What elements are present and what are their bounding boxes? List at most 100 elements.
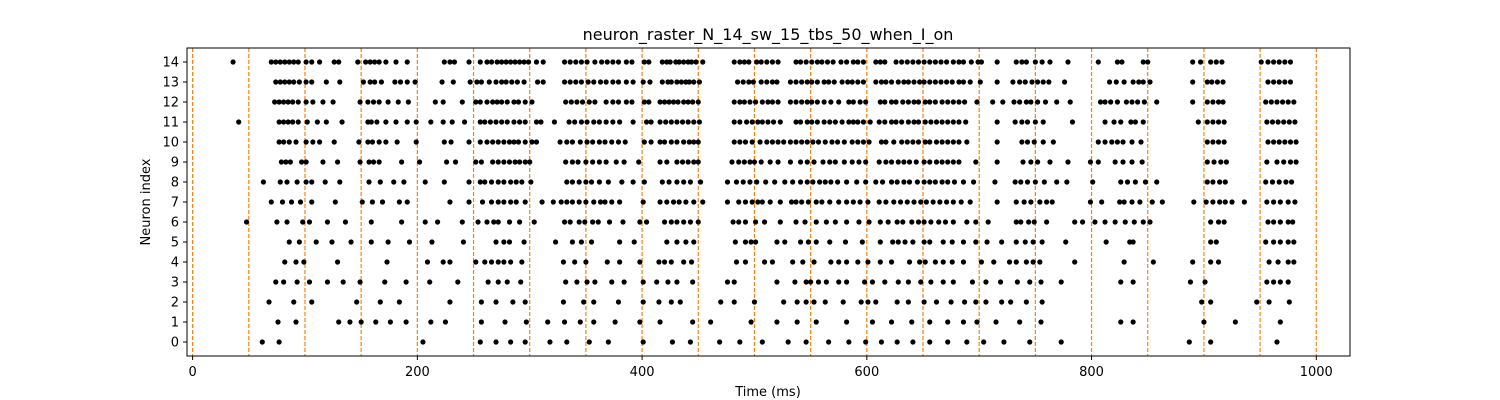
spike-point (395, 99, 401, 105)
spike-point (1044, 219, 1050, 225)
spike-point (793, 59, 799, 65)
spike-point (939, 99, 945, 105)
spike-point (1203, 199, 1209, 205)
spike-point (668, 299, 674, 305)
spike-point (1054, 99, 1060, 105)
spike-point (442, 319, 449, 325)
spike-point (603, 119, 609, 125)
spike-point (303, 159, 309, 165)
spike-point (974, 99, 980, 105)
spike-point (569, 179, 576, 185)
spike-point (742, 199, 749, 205)
spike-point (906, 179, 913, 185)
spike-point (527, 159, 533, 165)
spike-point (1269, 119, 1276, 125)
spike-point (441, 59, 447, 65)
spike-point (359, 199, 365, 205)
spike-point (973, 299, 979, 305)
spike-point (281, 139, 287, 145)
spike-point (843, 59, 850, 65)
spike-point (891, 199, 897, 205)
spike-point (970, 179, 977, 185)
spike-point (842, 239, 849, 245)
spike-point (629, 99, 635, 105)
spike-point (569, 159, 576, 165)
spike-point (794, 319, 800, 325)
spike-point (309, 199, 315, 205)
spike-point (1281, 119, 1287, 125)
spike-point (964, 219, 970, 225)
spike-point (495, 199, 501, 205)
spike-point (932, 99, 938, 105)
spike-point (793, 119, 799, 125)
spike-point (466, 139, 472, 145)
spike-point (282, 79, 288, 85)
spike-point (1049, 199, 1055, 205)
spike-point (748, 319, 754, 325)
spike-point (1138, 139, 1144, 145)
spike-point (860, 59, 867, 65)
spike-point (794, 299, 800, 305)
spike-point (737, 99, 743, 105)
spike-point (683, 199, 689, 205)
spike-point (477, 339, 483, 345)
spike-point (334, 159, 341, 165)
spike-point (749, 139, 755, 145)
spike-point (630, 119, 636, 125)
spike-point (802, 219, 808, 225)
spike-point (882, 59, 888, 65)
spike-point (501, 159, 507, 165)
spike-point (1046, 79, 1052, 85)
spike-point (621, 279, 627, 285)
spike-point (814, 99, 820, 105)
spike-point (591, 79, 597, 85)
spike-point (641, 139, 647, 145)
spike-point (799, 99, 805, 105)
spike-point (376, 159, 382, 165)
spike-point (316, 139, 323, 145)
spike-point (777, 219, 783, 225)
spike-point (630, 179, 636, 185)
spike-point (316, 59, 323, 65)
spike-point (488, 59, 495, 65)
spike-point (1140, 219, 1146, 225)
spike-point (945, 119, 951, 125)
spike-point (932, 259, 938, 265)
spike-point (827, 159, 833, 165)
spike-point (793, 99, 799, 105)
spike-point (522, 199, 528, 205)
spike-point (286, 79, 292, 85)
spike-point (668, 259, 674, 265)
spike-point (531, 219, 537, 225)
spike-point (1140, 59, 1146, 65)
spike-point (945, 339, 951, 345)
spike-point (656, 259, 662, 265)
spike-point (1282, 139, 1288, 145)
spike-point (474, 79, 480, 85)
spike-point (731, 139, 737, 145)
spike-point (273, 79, 279, 85)
spike-point (293, 139, 299, 145)
spike-point (933, 159, 940, 165)
spike-point (275, 319, 281, 325)
spike-point (737, 59, 743, 65)
spike-point (1287, 79, 1294, 85)
spike-point (322, 179, 328, 185)
spike-point (656, 299, 662, 305)
spike-point (1270, 219, 1277, 225)
spike-point (1132, 179, 1138, 185)
spike-point (1023, 59, 1029, 65)
spike-point (1215, 99, 1222, 105)
spike-point (983, 299, 989, 305)
spike-point (1012, 179, 1018, 185)
spike-point (647, 79, 653, 85)
spike-point (300, 219, 306, 225)
spike-point (849, 159, 855, 165)
spike-point (591, 319, 597, 325)
spike-point (1190, 99, 1196, 105)
spike-point (790, 259, 796, 265)
spike-point (277, 79, 283, 85)
spike-point (927, 239, 933, 245)
spike-point (792, 279, 798, 285)
spike-point (863, 159, 869, 165)
